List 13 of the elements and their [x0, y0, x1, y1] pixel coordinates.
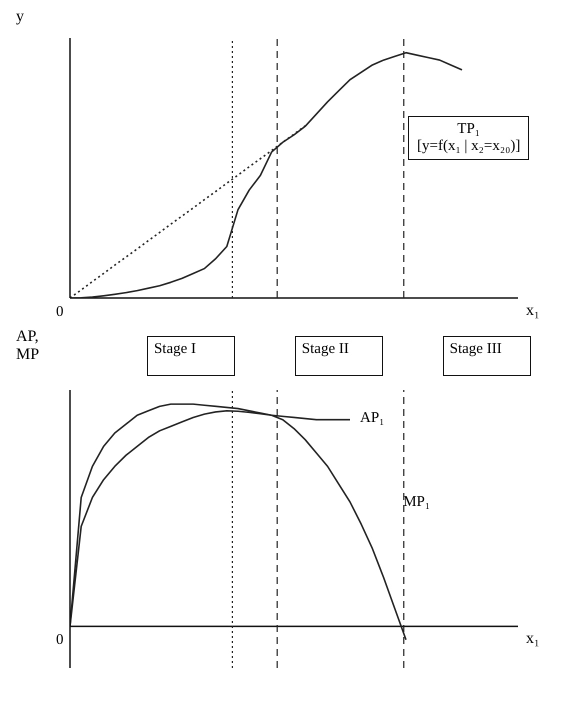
annotation: [y=f(x₁ | x₂=x₂₀)]: [417, 138, 520, 155]
text: TP₁: [456, 121, 482, 138]
text: Stage II: [294, 336, 383, 376]
text: MP₁: [403, 494, 430, 512]
x-axis-title: x₁: [526, 630, 540, 648]
y-axis-title: y: [16, 8, 25, 26]
series-label: AP₁: [360, 410, 384, 427]
text: 0: [56, 304, 64, 321]
text: Stage III: [442, 336, 531, 376]
y-axis-title: AP, MP: [16, 328, 40, 364]
x-axis-title: x₁: [526, 302, 540, 320]
text: 0: [56, 632, 64, 650]
text: Stage I: [146, 336, 235, 376]
